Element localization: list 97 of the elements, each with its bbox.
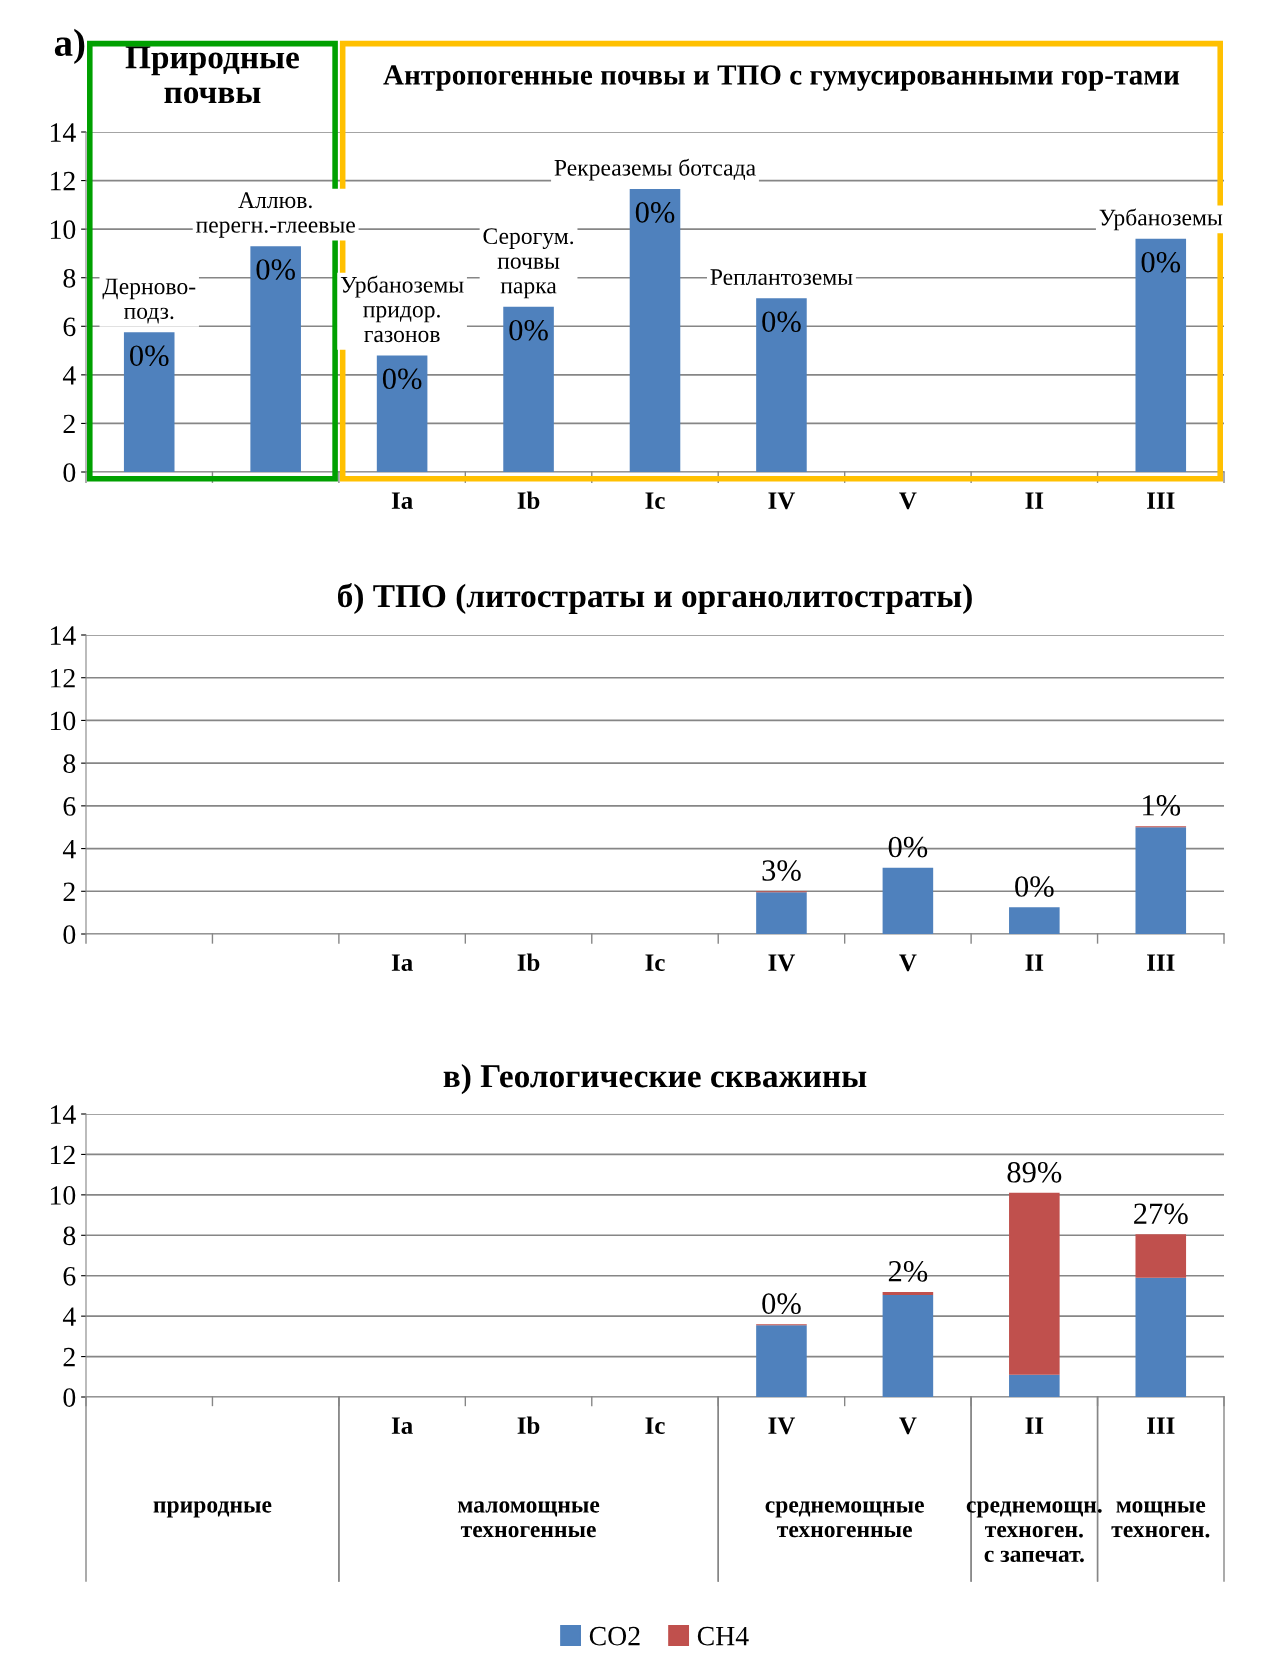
x-tick-label: II	[1025, 1417, 1044, 1434]
y-tick-label: 6	[63, 317, 76, 337]
x-tick-label: III	[1147, 492, 1175, 509]
y-tick-label: 2	[63, 1347, 75, 1367]
legend-label: CH4	[697, 1626, 749, 1646]
bar	[250, 246, 301, 472]
x-tick-label: III	[1147, 1417, 1175, 1434]
annotation: Урбаноземы придор. газонов	[340, 275, 464, 343]
text: Природные почвы	[125, 46, 299, 104]
y-tick-label: 8	[63, 268, 76, 288]
x-tick-label: IV	[768, 492, 796, 510]
x-tick-label: Ia	[391, 492, 413, 510]
annotation: 89%	[1007, 1161, 1062, 1183]
bar	[756, 892, 807, 934]
annotation: Серогум. почвы парка	[483, 228, 574, 299]
x-tick-label: Ic	[645, 1417, 665, 1435]
annotation: 0%	[509, 319, 548, 341]
text: природные	[153, 1501, 272, 1518]
y-tick-label: 14	[50, 123, 76, 142]
annotation: 27%	[1134, 1203, 1188, 1225]
y-tick-label: 8	[63, 1226, 76, 1246]
y-tick-label: 4	[62, 1307, 76, 1326]
bar	[503, 306, 554, 472]
bar	[1135, 827, 1187, 934]
annotation: Реплантоземы	[710, 269, 853, 286]
y-tick-label: 10	[50, 1186, 76, 1205]
bar	[1009, 1374, 1060, 1397]
annotation: 0%	[888, 836, 928, 858]
annotation: 0%	[635, 202, 675, 223]
y-tick-label: 6	[63, 1266, 76, 1286]
text: Антропогенные почвы и ТПО с гумусированными гор-тами	[383, 65, 1180, 91]
y-tick-label: 8	[63, 754, 76, 774]
annotation: Урбаноземы	[1099, 208, 1223, 231]
bar	[1135, 1234, 1187, 1278]
x-tick-label: Ib	[517, 953, 540, 972]
annotation: 2%	[888, 1261, 928, 1282]
y-tick-label: 0	[63, 925, 76, 944]
annotation: 0%	[130, 345, 169, 367]
x-tick-label: Ic	[645, 492, 665, 510]
text: маломощные техногенные	[457, 1501, 600, 1538]
y-tick-label: 4	[62, 839, 76, 859]
annotation: 0%	[1141, 251, 1181, 273]
bar	[756, 298, 807, 472]
bar	[882, 1294, 934, 1397]
bar	[629, 189, 681, 472]
chart-title: в) Геологические скважины	[443, 1063, 867, 1095]
annotation: Дерново- подз.	[102, 278, 196, 324]
x-tick-label: III	[1147, 954, 1175, 971]
x-tick-label: V	[899, 492, 917, 510]
x-tick-label: V	[899, 1417, 917, 1435]
bar	[1009, 1192, 1060, 1375]
bar	[1009, 907, 1060, 934]
x-tick-label: Ia	[391, 1417, 413, 1435]
bar	[1135, 1277, 1187, 1397]
annotation: 0%	[762, 311, 801, 333]
y-tick-label: 12	[50, 668, 75, 688]
y-tick-label: 10	[50, 711, 76, 731]
annotation: 1%	[1143, 795, 1181, 816]
chart-title: б) ТПО (литостраты и органолитостраты)	[337, 583, 972, 615]
x-tick-label: V	[899, 954, 917, 972]
bar	[376, 355, 428, 472]
x-tick-label: Ib	[517, 491, 540, 510]
x-tick-label: IV	[768, 954, 796, 972]
bar	[882, 867, 934, 934]
chart-title: а)	[54, 28, 85, 64]
annotation: 0%	[1015, 876, 1054, 897]
y-tick-label: 14	[50, 1105, 76, 1124]
y-tick-label: 0	[63, 1388, 76, 1407]
legend-label: CO2	[589, 1626, 640, 1646]
x-tick-label: IV	[768, 1417, 796, 1435]
y-tick-label: 2	[63, 414, 75, 434]
y-tick-label: 6	[63, 797, 76, 816]
y-tick-label: 0	[63, 463, 76, 482]
x-tick-label: Ic	[645, 954, 665, 972]
x-tick-label: Ia	[391, 954, 413, 972]
text: среднемощные техногенные	[765, 1501, 924, 1538]
bar	[882, 1291, 934, 1295]
y-tick-label: 4	[62, 366, 76, 385]
y-tick-label: 10	[50, 220, 76, 240]
x-tick-label: Ib	[517, 1416, 540, 1435]
text: мощные техноген.	[1111, 1501, 1210, 1538]
x-tick-label: II	[1025, 492, 1044, 509]
x-tick-label: II	[1025, 954, 1044, 971]
y-tick-label: 12	[50, 1145, 75, 1165]
annotation: 0%	[382, 368, 422, 390]
y-tick-label: 12	[50, 171, 75, 191]
bar	[1135, 238, 1187, 472]
annotation: 0%	[762, 1293, 801, 1315]
bar	[756, 1325, 807, 1397]
bar	[123, 332, 175, 472]
annotation: 0%	[256, 259, 295, 280]
annotation: Рекреаземы ботсада	[554, 158, 756, 181]
annotation: 3%	[762, 860, 801, 881]
annotation: Аллюв. перегн.-глеевые	[195, 192, 355, 238]
text: среднемощн. техноген. с запечат.	[966, 1501, 1102, 1563]
y-tick-label: 2	[63, 882, 75, 901]
y-tick-label: 14	[50, 626, 76, 645]
